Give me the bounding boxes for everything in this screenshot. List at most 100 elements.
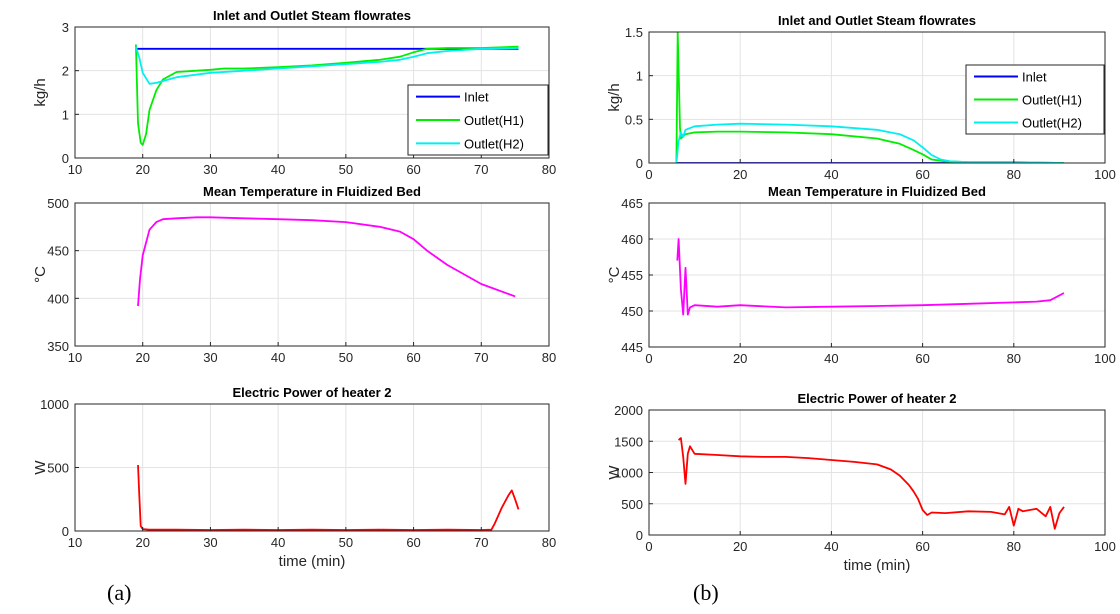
chart-b-1: 0 20 40 60 80 100 0 0.5 1 1.5 Inlet and Outlet Ste… — [606, 13, 1116, 182]
y-tick-label: 500 — [621, 497, 643, 512]
y-tick-label: 1 — [62, 107, 69, 122]
x-tick-label: 40 — [824, 167, 838, 182]
x-tick-label: 60 — [915, 539, 929, 554]
y-axis-label: kg/h — [606, 83, 623, 111]
series-line-outlet-h2- — [135, 46, 519, 85]
x-tick-label: 40 — [824, 539, 838, 554]
x-tick-label: 20 — [135, 535, 149, 550]
y-tick-label: 1 — [636, 69, 643, 84]
x-tick-label: 60 — [915, 351, 929, 366]
x-tick-label: 100 — [1094, 167, 1116, 182]
y-tick-label: 465 — [621, 196, 643, 211]
y-tick-label: 1000 — [614, 466, 643, 481]
x-tick-label: 20 — [733, 351, 747, 366]
x-tick-label: 10 — [68, 535, 82, 550]
legend-label: Inlet — [464, 90, 489, 105]
x-tick-label: 60 — [406, 162, 420, 177]
x-tick-label: 40 — [824, 351, 838, 366]
x-tick-label: 50 — [339, 162, 353, 177]
y-tick-label: 450 — [47, 244, 69, 259]
legend-label: Outlet(H1) — [1022, 93, 1082, 108]
x-tick-label: 70 — [474, 535, 488, 550]
x-tick-label: 70 — [474, 350, 488, 365]
y-tick-label: 1.5 — [625, 25, 643, 40]
x-tick-label: 100 — [1094, 539, 1116, 554]
y-tick-label: 500 — [47, 196, 69, 211]
x-tick-label: 50 — [339, 535, 353, 550]
y-tick-label: 0 — [636, 156, 643, 171]
legend: Inlet Outlet(H1) Outlet(H2) — [407, 84, 549, 156]
x-tick-label: 60 — [915, 167, 929, 182]
x-tick-label: 10 — [68, 350, 82, 365]
chart-title: Mean Temperature in Fluidized Bed — [768, 184, 986, 199]
y-tick-label: 0.5 — [625, 112, 643, 127]
chart-title: Inlet and Outlet Steam flowrates — [778, 13, 976, 28]
y-tick-label: 0 — [62, 524, 69, 539]
x-tick-label: 20 — [135, 350, 149, 365]
x-tick-label: 40 — [271, 162, 285, 177]
x-axis-label: time (min) — [279, 553, 346, 570]
x-tick-label: 80 — [542, 535, 556, 550]
chart-b-2: 0 20 40 60 80 100 445 450 455 460 465 Mean Temperat… — [606, 184, 1116, 366]
chart-a-2: 10 20 30 40 50 60 70 80 350 400 450 500 Mean Tempera… — [32, 184, 556, 365]
caption-a: (a) — [107, 580, 132, 605]
y-tick-label: 350 — [47, 339, 69, 354]
x-tick-label: 60 — [406, 535, 420, 550]
y-tick-label: 460 — [621, 232, 643, 247]
x-tick-label: 80 — [1007, 351, 1021, 366]
chart-a-3: 10 20 30 40 50 60 70 80 0 500 1000 Electric Power o… — [32, 385, 556, 570]
x-tick-label: 10 — [68, 162, 82, 177]
y-axis-label: W — [32, 460, 49, 475]
x-tick-label: 20 — [733, 167, 747, 182]
series-line-outlet-h1- — [135, 44, 519, 146]
x-axis-label: time (min) — [844, 557, 911, 574]
x-tick-label: 70 — [474, 162, 488, 177]
series-line-main — [137, 464, 520, 531]
x-tick-label: 40 — [271, 535, 285, 550]
x-tick-label: 60 — [406, 350, 420, 365]
y-tick-label: 445 — [621, 340, 643, 355]
x-tick-label: 20 — [733, 539, 747, 554]
y-axis-label: W — [606, 465, 623, 480]
chart-a-1: 10 20 30 40 50 60 70 80 0 1 2 3 Inlet and Outlet Ste… — [32, 8, 556, 177]
x-tick-label: 100 — [1094, 351, 1116, 366]
y-axis-label: °C — [606, 266, 623, 283]
x-tick-label: 30 — [203, 162, 217, 177]
y-axis-label: °C — [32, 266, 49, 283]
axes-box — [74, 202, 550, 347]
y-tick-label: 2 — [62, 64, 69, 79]
x-tick-label: 20 — [135, 162, 149, 177]
y-tick-label: 2000 — [614, 403, 643, 418]
caption-b: (b) — [693, 580, 719, 605]
legend-label: Outlet(H2) — [464, 136, 524, 151]
x-tick-label: 30 — [203, 350, 217, 365]
plot-area — [75, 203, 549, 346]
legend-label: Inlet — [1022, 70, 1047, 85]
x-tick-label: 80 — [542, 350, 556, 365]
x-tick-label: 0 — [645, 351, 652, 366]
y-tick-label: 500 — [47, 461, 69, 476]
legend: Inlet Outlet(H1) Outlet(H2) — [965, 64, 1105, 135]
y-tick-label: 450 — [621, 304, 643, 319]
x-tick-label: 0 — [645, 539, 652, 554]
y-tick-label: 0 — [636, 528, 643, 543]
x-tick-label: 80 — [1007, 539, 1021, 554]
x-tick-label: 50 — [339, 350, 353, 365]
y-tick-label: 455 — [621, 268, 643, 283]
x-tick-label: 80 — [1007, 167, 1021, 182]
chart-title: Electric Power of heater 2 — [798, 391, 957, 406]
x-tick-label: 80 — [542, 162, 556, 177]
chart-title: Inlet and Outlet Steam flowrates — [213, 8, 411, 23]
y-tick-label: 3 — [62, 20, 69, 35]
chart-title: Mean Temperature in Fluidized Bed — [203, 184, 421, 199]
y-axis-label: kg/h — [32, 78, 49, 106]
x-tick-label: 40 — [271, 350, 285, 365]
legend-label: Outlet(H2) — [1022, 116, 1082, 131]
series-line-outlet-h2- — [675, 122, 1065, 163]
series-line-main — [676, 238, 1065, 316]
chart-title: Electric Power of heater 2 — [233, 385, 392, 400]
y-tick-label: 0 — [62, 151, 69, 166]
axes-box — [648, 31, 1106, 164]
